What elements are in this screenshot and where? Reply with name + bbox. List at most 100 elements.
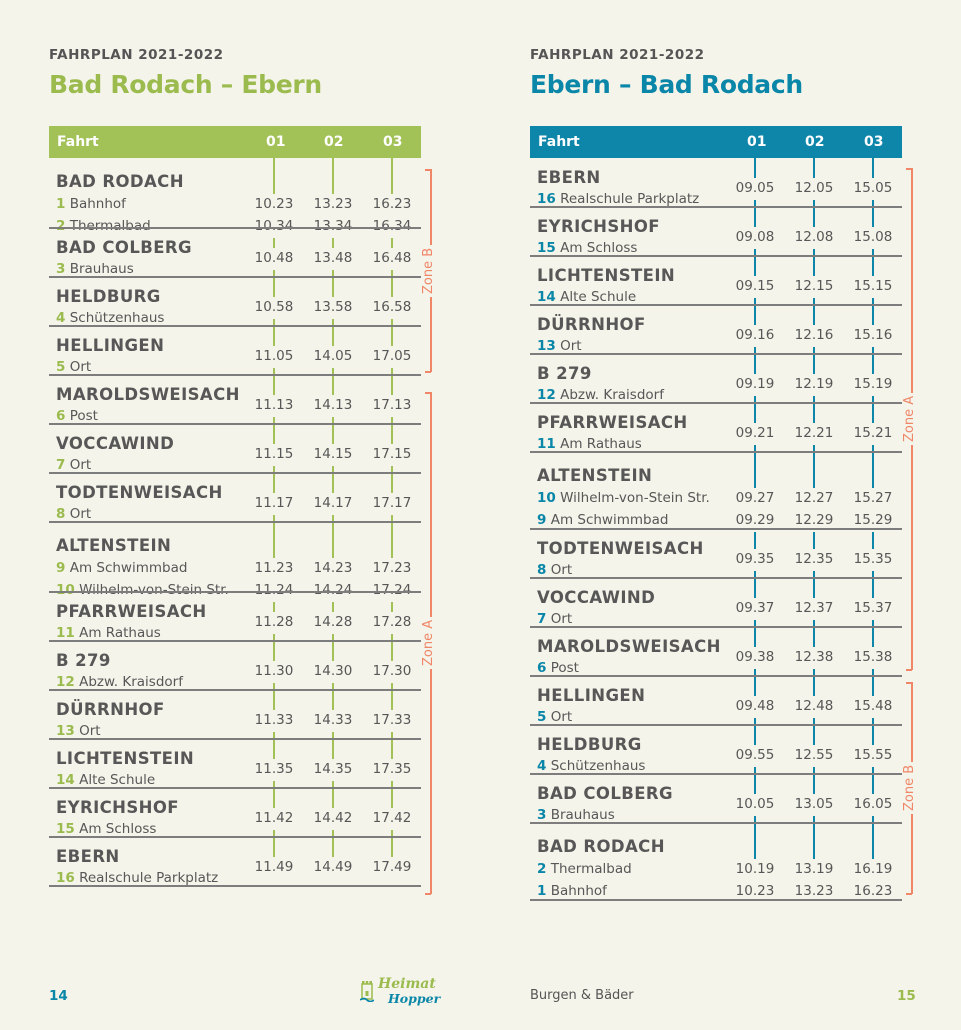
stop-number: 14	[56, 772, 75, 788]
stop-label: Post	[69, 408, 98, 424]
departure-times: 11.33 14.33 17.33	[49, 710, 421, 732]
stop-row: HELLINGEN 5 Ort 11.05 14.05 17.05	[49, 326, 421, 376]
stop-row: B 279 12 Abzw. Kraisdorf 09.19 12.19 15.19	[530, 354, 902, 404]
departure-times: 10.23 13.23 16.23	[530, 881, 902, 903]
time-cell-bg	[247, 248, 301, 270]
stop-name: PFARRWEISACH	[56, 602, 207, 621]
departure-time: 15.37	[853, 600, 893, 616]
row-divider	[530, 626, 902, 628]
time-cell-bg	[365, 194, 419, 216]
time-cell-bg	[247, 395, 301, 417]
header-col-03: 03	[864, 134, 884, 150]
stop-label: Bahnhof	[69, 196, 126, 212]
stop-group: BAD RODACH 1 Bahnhof 10.23 13.23 16.23 2 Ther…	[49, 158, 421, 238]
departure-time: 09.55	[735, 747, 775, 763]
departure-time: 15.27	[853, 490, 893, 506]
stop-number: 15	[537, 240, 556, 256]
row-divider	[49, 787, 421, 789]
stop-name: EYRICHSHOF	[537, 217, 660, 236]
header-col-01: 01	[747, 134, 767, 150]
time-cell-bg	[365, 346, 419, 368]
stop-name: B 279	[56, 651, 111, 670]
stop-name: PFARRWEISACH	[537, 413, 688, 432]
stop-label: Thermalbad	[550, 861, 632, 877]
stop-row: LICHTENSTEIN 14 Alte Schule 11.35 14.35 17.3…	[49, 739, 421, 789]
time-cell-bg	[306, 444, 360, 466]
time-cell-bg	[728, 647, 782, 669]
stop-row: LICHTENSTEIN 14 Alte Schule 09.15 12.15 15.1…	[530, 256, 902, 306]
stop-detail: 12 Abzw. Kraisdorf	[537, 387, 664, 403]
time-cell-bg	[365, 493, 419, 515]
stop-number: 14	[537, 289, 556, 305]
departure-times: 09.37 12.37 15.37	[530, 598, 902, 620]
stop-number: 9	[537, 512, 547, 528]
departure-time: 14.13	[313, 397, 353, 413]
departure-time: 12.05	[794, 180, 834, 196]
time-cell-bg	[728, 325, 782, 347]
stop-number: 4	[56, 310, 66, 326]
time-cell-bg	[846, 325, 900, 347]
stop-label: Ort	[69, 359, 92, 375]
stop-name: LICHTENSTEIN	[537, 266, 676, 285]
row-divider	[49, 472, 421, 474]
stop-detail: 12 Abzw. Kraisdorf	[56, 674, 183, 690]
time-cell-bg	[306, 248, 360, 270]
stop-group: ALTENSTEIN 9 Am Schwimmbad 11.23 14.23 17.23…	[49, 522, 421, 602]
time-cell-bg	[247, 558, 301, 580]
stop-number: 2	[56, 218, 66, 234]
departure-time: 11.05	[254, 348, 294, 364]
row-divider	[49, 738, 421, 740]
stop-row: MAROLDSWEISACH 6 Post 11.13 14.13 17.13	[49, 375, 421, 425]
time-cell-bg	[306, 808, 360, 830]
stop-detail: 1 Bahnhof	[56, 196, 126, 212]
time-cell-bg	[728, 488, 782, 510]
stop-label: Am Schloss	[560, 240, 638, 256]
logo-heimat: Heimat	[378, 976, 436, 992]
time-cell-bg	[247, 710, 301, 732]
departure-time: 12.38	[794, 649, 834, 665]
stop-detail: 2 Thermalbad	[56, 218, 151, 234]
stop-label: Ort	[69, 457, 92, 473]
stop-number: 3	[56, 261, 66, 277]
departure-time: 11.35	[254, 761, 294, 777]
tower-icon	[360, 981, 374, 1002]
zone-label: Zone A	[902, 392, 917, 445]
time-cell-bg	[846, 510, 900, 532]
time-cell-bg	[787, 859, 841, 881]
row-divider	[49, 521, 421, 523]
departure-times: 09.05 12.05 15.05	[530, 178, 902, 200]
stop-label: Am Rathaus	[79, 625, 161, 641]
departure-time: 14.30	[313, 663, 353, 679]
departure-time: 16.58	[372, 299, 412, 315]
row-divider	[530, 206, 902, 208]
departure-times: 11.05 14.05 17.05	[49, 346, 421, 368]
stop-label: Am Schwimmbad	[69, 560, 188, 576]
departure-time: 10.05	[735, 796, 775, 812]
stop-detail: 10 Wilhelm-von-Stein Str.	[537, 490, 710, 506]
stop-number: 5	[537, 709, 547, 725]
departure-time: 15.08	[853, 229, 893, 245]
departure-time: 14.24	[313, 582, 353, 598]
stop-name: VOCCAWIND	[56, 434, 175, 453]
time-cell-bg	[846, 488, 900, 510]
stop-row: EBERN 16 Realschule Parkplatz 09.05 12.05 15…	[530, 158, 902, 208]
stop-label: Bahnhof	[550, 883, 607, 899]
departure-times: 11.35 14.35 17.35	[49, 759, 421, 781]
time-cell-bg	[365, 297, 419, 319]
time-cell-bg	[787, 696, 841, 718]
stop-number: 8	[56, 506, 66, 522]
departure-time: 09.19	[735, 376, 775, 392]
right-kicker: FAHRPLAN 2021-2022	[530, 47, 705, 63]
time-cell-bg	[787, 794, 841, 816]
row-divider	[530, 577, 902, 579]
departure-time: 09.05	[735, 180, 775, 196]
departure-time: 09.21	[735, 425, 775, 441]
stop-name: ALTENSTEIN	[537, 466, 653, 485]
time-cell-bg	[728, 510, 782, 532]
time-cell-bg	[846, 881, 900, 903]
stop-detail: 5 Ort	[56, 359, 91, 375]
page-number-left: 14	[49, 988, 68, 1004]
time-cell-bg	[787, 178, 841, 200]
time-cell-bg	[728, 859, 782, 881]
departure-time: 15.48	[853, 698, 893, 714]
